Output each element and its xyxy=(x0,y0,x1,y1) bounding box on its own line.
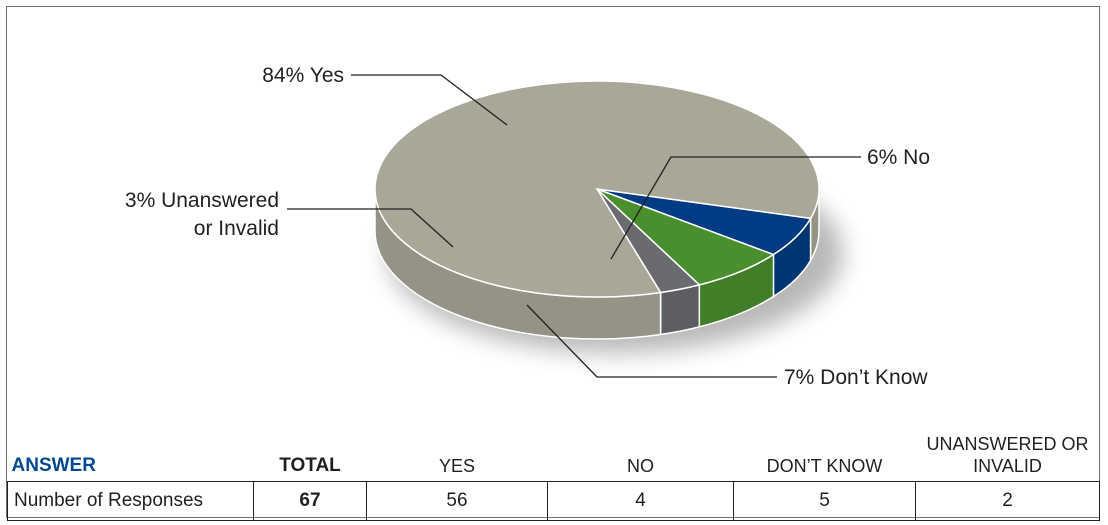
cell-total: 67 xyxy=(254,482,367,521)
cell-unanswered: 2 xyxy=(916,482,1100,521)
responses-table: ANSWER TOTAL YES NO DON’T KNOW UNANSWERE… xyxy=(7,429,1100,521)
cell-no: 4 xyxy=(548,482,734,521)
header-yes: YES xyxy=(367,429,548,482)
label-don-t-know: 7% Don’t Know xyxy=(784,366,928,389)
table-row: Number of Responses 67 56 4 5 2 xyxy=(8,482,1100,521)
header-dont-know: DON’T KNOW xyxy=(734,429,916,482)
row-label: Number of Responses xyxy=(8,482,254,521)
header-no: NO xyxy=(548,429,734,482)
header-unanswered-line1: UNANSWERED OR xyxy=(926,434,1088,454)
table-header-row: ANSWER TOTAL YES NO DON’T KNOW UNANSWERE… xyxy=(8,429,1100,482)
label-unanswered-or-invalid: 3% Unanswered or Invalid xyxy=(125,189,279,240)
label-yes: 84% Yes xyxy=(262,64,344,87)
cell-dont-know: 5 xyxy=(734,482,916,521)
pie-chart: 6% No 7% Don’t Know 3% Unanswered or Invali… xyxy=(7,7,1099,427)
header-total: TOTAL xyxy=(254,429,367,482)
label-no: 6% No xyxy=(867,146,930,169)
header-unanswered: UNANSWERED OR INVALID xyxy=(916,429,1100,482)
header-unanswered-line2: INVALID xyxy=(973,456,1042,476)
header-answer: ANSWER xyxy=(8,429,254,482)
cell-yes: 56 xyxy=(367,482,548,521)
chart-frame: 6% No 7% Don’t Know 3% Unanswered or Invali… xyxy=(6,6,1100,518)
